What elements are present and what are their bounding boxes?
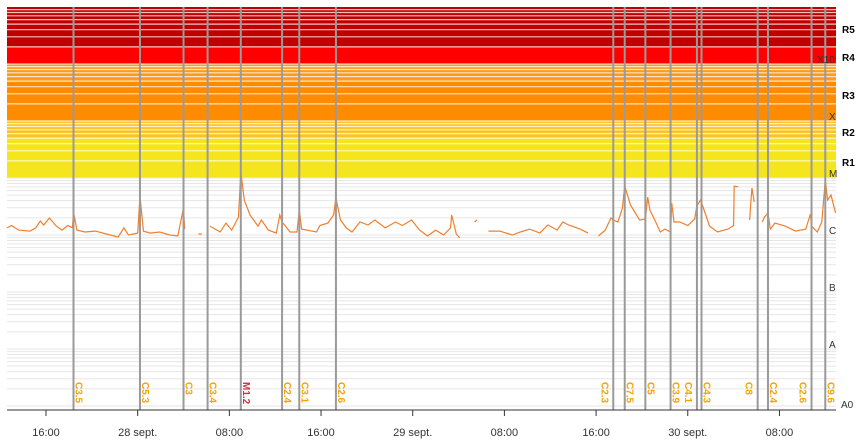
radio-blackout-label: R3 bbox=[842, 91, 855, 102]
band bbox=[7, 46, 836, 64]
flare-label: C3.4 bbox=[207, 382, 218, 404]
flare-label: C2.6 bbox=[335, 382, 346, 404]
x-tick-label: 08:00 bbox=[491, 427, 519, 439]
class-label: M bbox=[829, 169, 837, 180]
x-tick-label: 28 sept. bbox=[118, 427, 157, 439]
x-tick-label: 16:00 bbox=[307, 427, 335, 439]
class-label: B bbox=[829, 283, 836, 294]
class-labels: X10 X M C B A A0 R5 R4 R3 R2 R1 bbox=[817, 25, 855, 411]
flux-line-segment bbox=[474, 219, 478, 223]
class-label: X bbox=[829, 112, 836, 123]
flare-label: C2.6 bbox=[797, 382, 808, 404]
flare-label: C8 bbox=[743, 382, 754, 395]
flare-markers: C3.5 C5.3 C3 C3.4 M1.2 C2.4 C3.1 C2.6 C2.3 C7.5 C5… bbox=[72, 7, 835, 410]
radio-blackout-label: R1 bbox=[842, 158, 855, 169]
x-tick-label: 30 sept. bbox=[668, 427, 707, 439]
x-axis: 16:00 28 sept. 08:00 16:00 29 sept. 08:00 16:0… bbox=[7, 409, 836, 439]
flux-line-segment bbox=[761, 180, 837, 234]
flare-label: C2.3 bbox=[598, 382, 609, 404]
flux-line-segment bbox=[209, 172, 461, 239]
flare-label: C4.3 bbox=[701, 382, 712, 404]
series-layer bbox=[6, 172, 837, 239]
radio-blackout-label: R5 bbox=[842, 25, 855, 36]
flare-label: C3.1 bbox=[298, 382, 309, 404]
x-tick-label: 16:00 bbox=[582, 427, 610, 439]
x-tick-label: 08:00 bbox=[766, 427, 794, 439]
radio-blackout-label: R2 bbox=[842, 128, 855, 139]
x-tick-label: 16:00 bbox=[32, 427, 60, 439]
gridlines bbox=[7, 9, 836, 407]
flux-line-segment bbox=[6, 195, 186, 238]
class-label: C bbox=[829, 226, 836, 237]
flare-label: C5 bbox=[644, 382, 655, 395]
flare-bands bbox=[7, 7, 836, 178]
flare-label: C7.5 bbox=[624, 382, 635, 404]
flare-label: C2.4 bbox=[281, 382, 292, 404]
flare-label: C3.5 bbox=[73, 382, 84, 404]
x-tick-label: 08:00 bbox=[216, 427, 244, 439]
class-label: A0 bbox=[841, 400, 854, 411]
flare-label: C4.1 bbox=[682, 382, 693, 404]
flare-label: C5.3 bbox=[139, 382, 150, 404]
flare-label: C2.4 bbox=[767, 382, 778, 404]
flare-label: C9.6 bbox=[824, 382, 835, 404]
flare-label: C3.9 bbox=[670, 382, 681, 404]
flux-line-segment bbox=[598, 185, 739, 237]
x-tick-label: 29 sept. bbox=[393, 427, 432, 439]
flux-line-segment bbox=[488, 221, 589, 236]
flux-line-segment bbox=[749, 187, 755, 221]
class-label: X10 bbox=[817, 55, 835, 66]
flare-label: C3 bbox=[183, 382, 194, 395]
flare-label: M1.2 bbox=[240, 382, 251, 405]
radio-blackout-label: R4 bbox=[842, 53, 855, 64]
class-label: A bbox=[829, 340, 836, 351]
